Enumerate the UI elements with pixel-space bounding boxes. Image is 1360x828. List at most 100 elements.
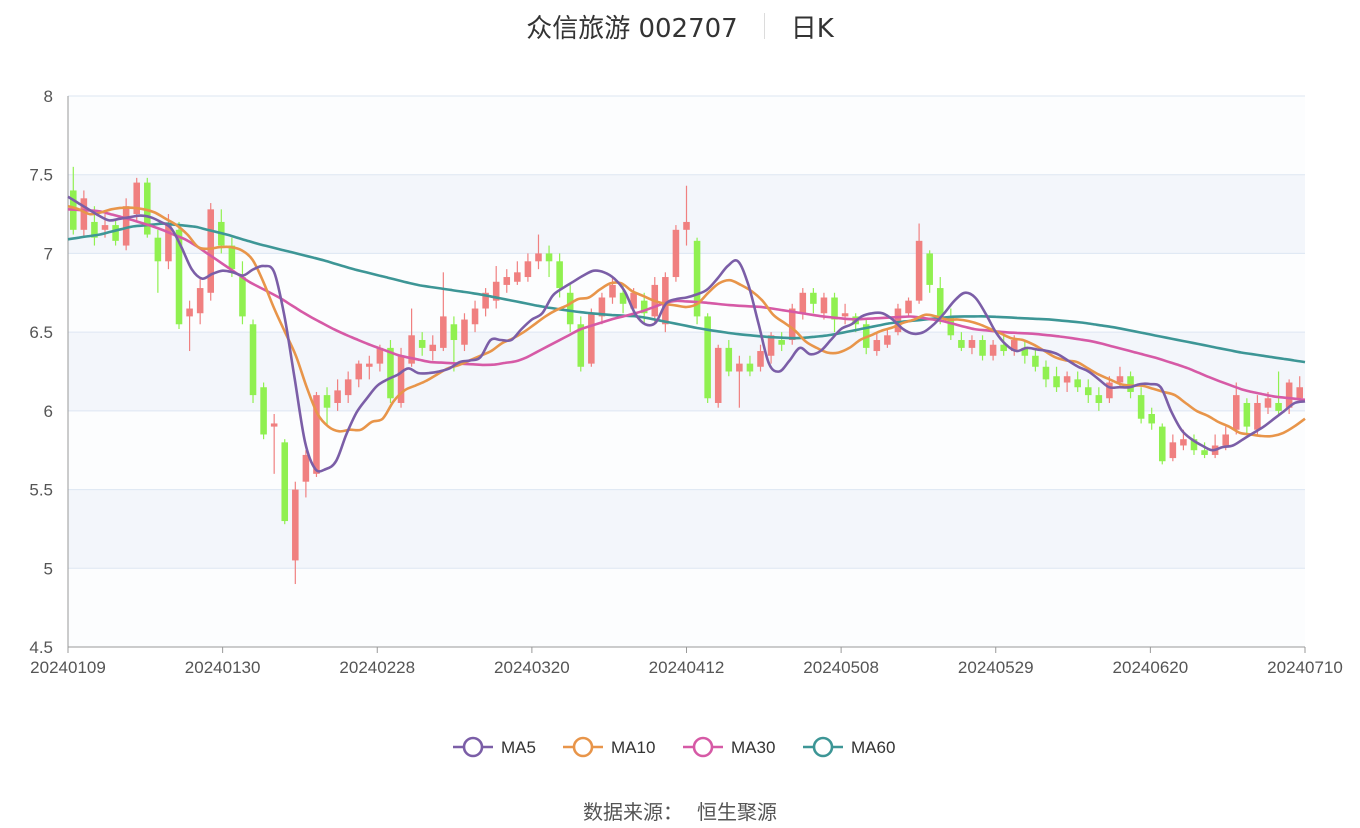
- candle-down: [979, 335, 986, 361]
- legend-marker: [572, 736, 594, 758]
- x-tick-label: 20240508: [803, 658, 879, 677]
- candle-up: [588, 308, 595, 367]
- candle-down: [693, 237, 701, 325]
- candle-up: [989, 340, 997, 361]
- candle-up: [894, 303, 902, 336]
- x-tick-label: 20240130: [185, 658, 261, 677]
- candle-body: [662, 277, 669, 325]
- candle-body: [1063, 376, 1071, 383]
- candle-body: [767, 335, 775, 356]
- candle-up: [1169, 434, 1177, 462]
- candle-body: [535, 253, 542, 262]
- candle-up: [344, 371, 352, 403]
- candle-down: [1148, 407, 1155, 430]
- candle-down: [1158, 423, 1166, 465]
- candle-body: [1084, 387, 1092, 396]
- candle-down: [323, 387, 331, 427]
- candle-down: [1201, 442, 1208, 459]
- candle-up: [334, 379, 341, 411]
- candle-body: [609, 284, 616, 298]
- y-axis: 4.5 5 5.5 6 6.5 7 7.5 8: [29, 87, 69, 657]
- candle-body: [1053, 376, 1060, 388]
- chart-title: 众信旅游 002707 日K: [0, 6, 1360, 46]
- legend-item-ma30[interactable]: MA30: [683, 736, 775, 758]
- candle-body: [471, 308, 479, 325]
- candle-body: [556, 261, 563, 289]
- candle-body: [1233, 395, 1240, 430]
- candle-up: [366, 355, 373, 380]
- candle-down: [1042, 360, 1050, 388]
- candle-up: [535, 234, 542, 270]
- candle-body: [112, 225, 119, 241]
- candle-down: [566, 284, 574, 333]
- candle-body: [418, 340, 426, 348]
- candle-body: [1137, 395, 1145, 419]
- candle-up: [313, 391, 320, 477]
- candle-body: [778, 340, 785, 345]
- candle-up: [873, 332, 881, 356]
- candle-body: [640, 300, 648, 314]
- candle-up: [757, 344, 764, 372]
- candle-body: [397, 355, 405, 403]
- ma30-line: [67, 208, 1306, 402]
- candle-body: [270, 423, 278, 427]
- legend-item-ma5[interactable]: MA5: [453, 736, 536, 758]
- candle-body: [133, 182, 140, 215]
- candle-down: [725, 340, 733, 377]
- candle-body: [503, 277, 511, 285]
- candle-up: [133, 177, 140, 222]
- legend-label: MA30: [731, 738, 775, 757]
- candle-down: [545, 245, 553, 278]
- y-tick-label: 7.5: [29, 166, 53, 185]
- candle-body: [746, 363, 754, 372]
- candle-body: [207, 209, 215, 293]
- candle-body: [260, 387, 267, 435]
- candle-down: [387, 340, 394, 403]
- candle-body: [387, 347, 394, 399]
- candle-up: [672, 225, 680, 282]
- ma5-line: [67, 195, 1306, 473]
- source-label: 数据来源：: [583, 800, 683, 824]
- candle-down: [746, 355, 754, 377]
- period-label: 日K: [790, 13, 834, 44]
- candle-up: [884, 328, 891, 348]
- candle-up: [1233, 382, 1240, 435]
- source-value: 恒生聚源: [697, 800, 777, 824]
- candle-body: [757, 351, 764, 367]
- candle-body: [239, 277, 246, 317]
- legend-item-ma10[interactable]: MA10: [563, 736, 655, 758]
- candle-down: [249, 319, 257, 403]
- candle-body: [725, 347, 733, 372]
- legend-item-ma60[interactable]: MA60: [803, 736, 895, 758]
- candle-body: [1190, 439, 1198, 451]
- candle-down: [239, 261, 246, 325]
- y-tick-label: 7: [44, 244, 53, 263]
- candle-down: [112, 218, 119, 246]
- candle-up: [471, 300, 479, 333]
- candle-body: [683, 221, 690, 230]
- candle-up: [207, 203, 215, 301]
- legend-marker: [692, 736, 714, 758]
- candle-body: [514, 272, 521, 282]
- candle-down: [1000, 335, 1007, 356]
- candle-body: [1095, 395, 1103, 403]
- candle-body: [165, 225, 172, 262]
- candle-down: [1032, 347, 1039, 372]
- candle-body: [196, 288, 204, 314]
- candle-body: [154, 237, 162, 262]
- candle-body: [175, 229, 183, 325]
- candle-body: [1148, 414, 1155, 424]
- candle-down: [1074, 371, 1081, 392]
- candle-up: [905, 297, 912, 317]
- candle-body: [376, 347, 384, 364]
- candle-body: [144, 182, 151, 235]
- candle-body: [714, 347, 722, 403]
- candle-up: [302, 450, 310, 498]
- x-tick-label: 20240228: [339, 658, 415, 677]
- candle-body: [979, 340, 986, 356]
- data-source: 数据来源： 恒生聚源: [0, 796, 1360, 825]
- candle-up: [1254, 395, 1261, 435]
- candle-down: [778, 332, 785, 352]
- candle-up: [736, 355, 743, 408]
- candle-body: [820, 297, 828, 314]
